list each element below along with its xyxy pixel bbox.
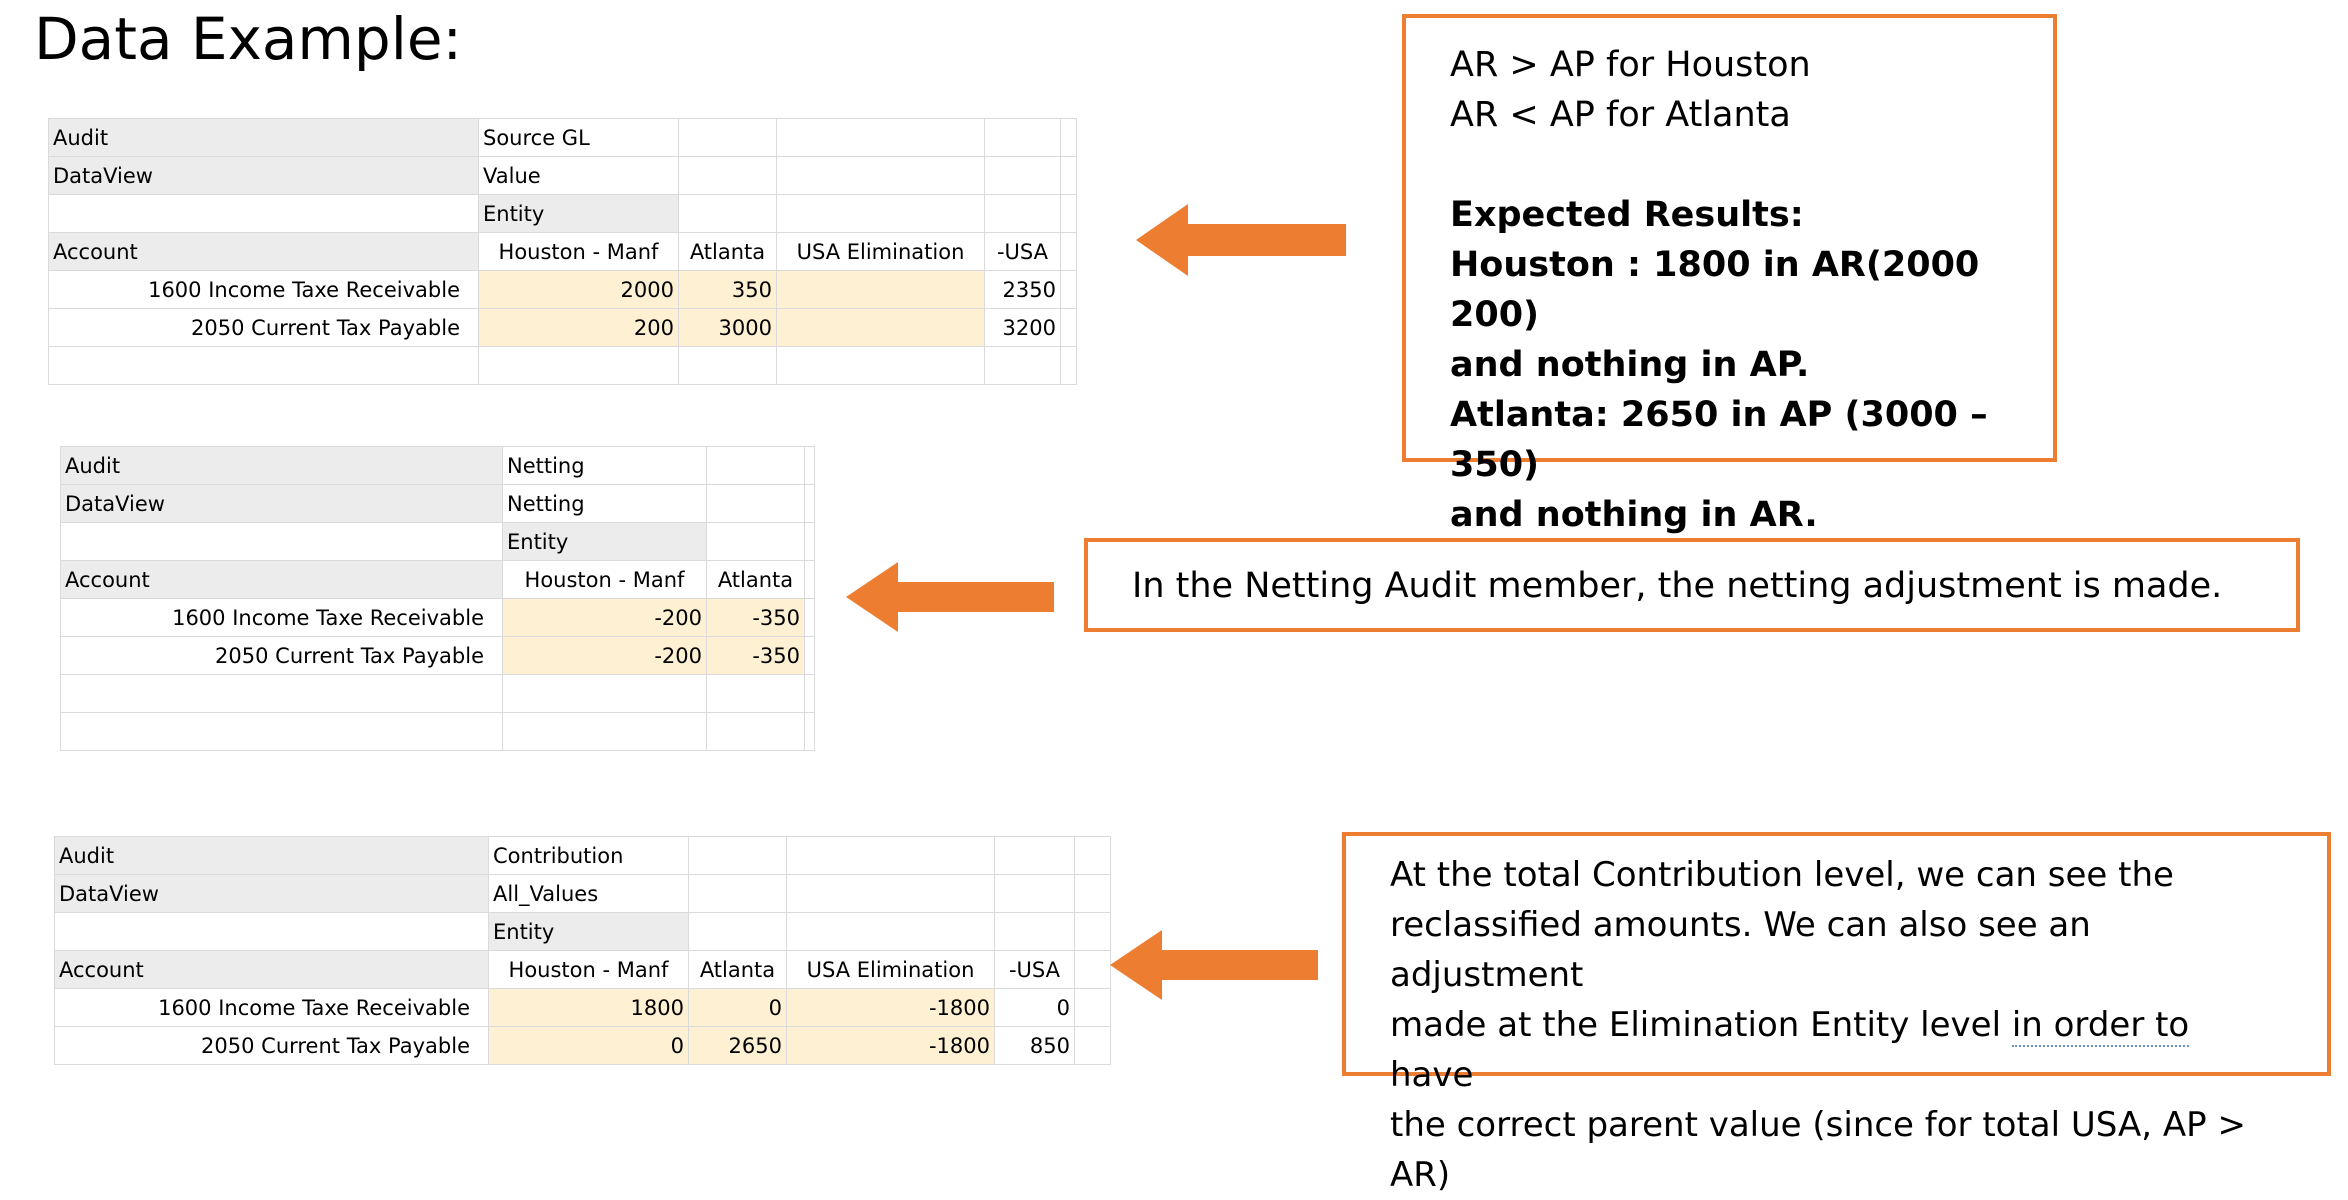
cell-value: 1800	[488, 988, 689, 1027]
pov-label: DataView	[48, 156, 479, 195]
account-label: Account	[60, 560, 503, 599]
pov-label: DataView	[60, 484, 503, 523]
cell-value: -200	[502, 598, 707, 637]
account-label: Account	[48, 232, 479, 271]
callout-text: AR < AP for Atlanta	[1450, 95, 1791, 135]
expected-results-callout: AR > AP for Houston AR < AP for Atlanta …	[1402, 14, 2057, 535]
callout-text-part: made at the Elimination Entity level	[1390, 1005, 2012, 1045]
callout-text: Houston : 1800 in AR(2000 200)	[1450, 245, 1980, 335]
left-arrow-icon	[1110, 930, 1318, 1000]
netting-table: Audit Netting DataView Netting Entity Ac…	[60, 446, 815, 751]
left-arrow-icon	[846, 562, 1054, 632]
pov-label: Audit	[54, 836, 489, 875]
cell-value: 200	[478, 308, 679, 347]
column-header: Houston - Manf	[478, 232, 679, 271]
pov-value: All_Values	[488, 874, 689, 913]
account-name: 1600 Income Taxe Receivable	[48, 270, 479, 309]
cell-value: 2650	[688, 1026, 787, 1065]
account-name: 1600 Income Taxe Receivable	[60, 598, 503, 637]
pov-label: Audit	[48, 118, 479, 157]
entity-label: Entity	[488, 912, 689, 951]
callout-text: AR > AP for Houston	[1450, 45, 1811, 85]
column-header: Houston - Manf	[502, 560, 707, 599]
cell-value: -350	[706, 598, 805, 637]
cell-value: 850	[994, 1026, 1075, 1065]
pov-value: Netting	[502, 484, 707, 523]
cell-value: -200	[502, 636, 707, 675]
callout-text-underlined: in order to	[2011, 1005, 2190, 1047]
cell-value: -1800	[786, 988, 995, 1027]
callout-text: and nothing in AP.	[1450, 345, 1810, 385]
callout-text: the correct parent value (since for tota…	[1390, 1105, 2246, 1195]
pov-value: Value	[478, 156, 679, 195]
cell-value: 2000	[478, 270, 679, 309]
cell-value: 0	[688, 988, 787, 1027]
entity-label: Entity	[502, 522, 707, 561]
pov-value: Source GL	[478, 118, 679, 157]
column-header: Atlanta	[678, 232, 777, 271]
pov-label: DataView	[54, 874, 489, 913]
column-header: Houston - Manf	[488, 950, 689, 989]
cell-value: 0	[994, 988, 1075, 1027]
cell-value: -1800	[786, 1026, 995, 1065]
column-header: -USA	[984, 232, 1061, 271]
cell-value	[776, 270, 985, 309]
column-header: USA Elimination	[776, 232, 985, 271]
account-name: 1600 Income Taxe Receivable	[54, 988, 489, 1027]
pov-label: Audit	[60, 446, 503, 485]
callout-text-part: have	[1390, 1055, 1474, 1095]
page-title: Data Example:	[34, 5, 463, 73]
callout-text: Atlanta: 2650 in AP (3000 – 350)	[1450, 395, 1988, 485]
contribution-callout: At the total Contribution level, we can …	[1342, 832, 2331, 1195]
cell-value: -350	[706, 636, 805, 675]
column-header: -USA	[994, 950, 1075, 989]
account-name: 2050 Current Tax Payable	[60, 636, 503, 675]
callout-text: In the Netting Audit member, the netting…	[1132, 566, 2223, 606]
callout-heading: Expected Results:	[1450, 195, 1804, 235]
pov-value: Netting	[502, 446, 707, 485]
cell-value: 350	[678, 270, 777, 309]
callout-text: and nothing in AR.	[1450, 495, 1818, 535]
cell-value: 0	[488, 1026, 689, 1065]
account-label: Account	[54, 950, 489, 989]
callout-text: made at the Elimination Entity level in …	[1390, 1000, 2283, 1100]
column-header: Atlanta	[688, 950, 787, 989]
column-header: Atlanta	[706, 560, 805, 599]
source-gl-table: Audit Source GL DataView Value Entity Ac…	[48, 118, 1077, 385]
cell-value: 2350	[984, 270, 1061, 309]
column-header: USA Elimination	[786, 950, 995, 989]
contribution-table: Audit Contribution DataView All_Values E…	[54, 836, 1111, 1065]
callout-text: reclassified amounts. We can also see an…	[1390, 905, 2091, 995]
cell-value	[776, 308, 985, 347]
cell-value: 3200	[984, 308, 1061, 347]
netting-callout: In the Netting Audit member, the netting…	[1084, 538, 2300, 632]
callout-text: At the total Contribution level, we can …	[1390, 855, 2174, 895]
cell-value: 3000	[678, 308, 777, 347]
account-name: 2050 Current Tax Payable	[54, 1026, 489, 1065]
entity-label: Entity	[478, 194, 679, 233]
account-name: 2050 Current Tax Payable	[48, 308, 479, 347]
pov-value: Contribution	[488, 836, 689, 875]
left-arrow-icon	[1136, 204, 1346, 276]
